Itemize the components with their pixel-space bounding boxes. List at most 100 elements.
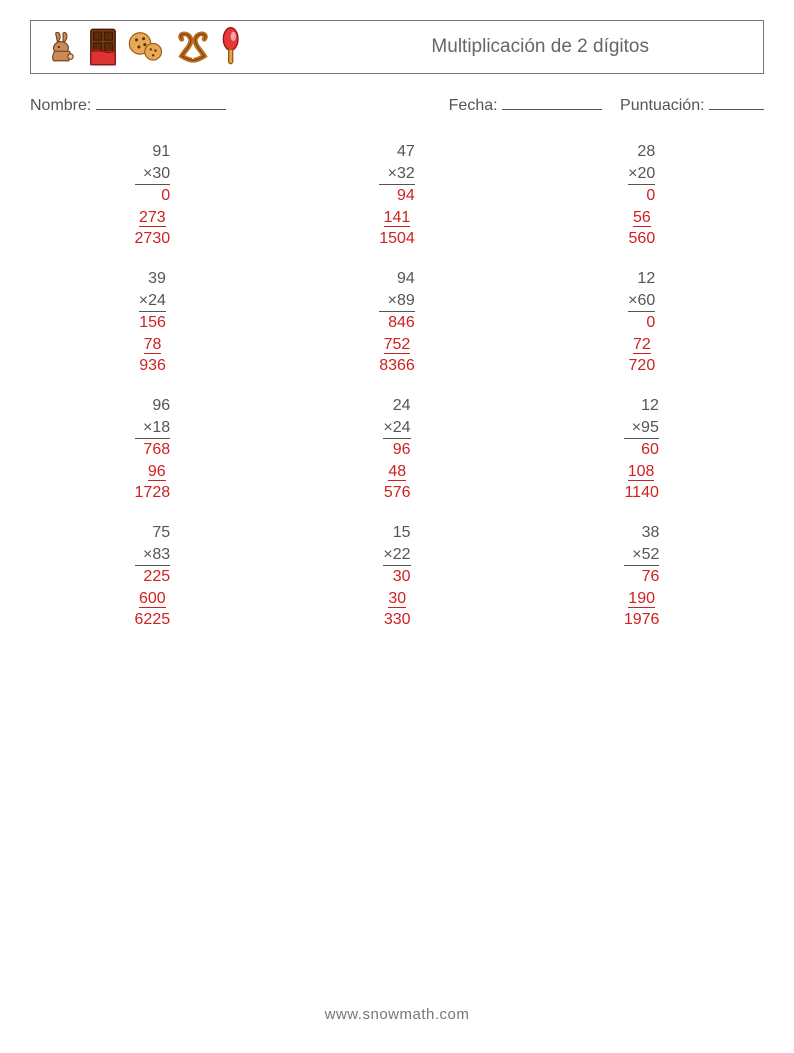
date-label: Fecha: xyxy=(449,97,498,114)
footer-url: www.snowmath.com xyxy=(325,1006,470,1023)
partial-product-1: 768 xyxy=(135,438,171,461)
name-label: Nombre: xyxy=(30,97,91,114)
product: 330 xyxy=(383,609,410,631)
product: 1976 xyxy=(624,609,660,631)
problem-stack: 94 ×89 846752 8366 xyxy=(379,268,415,377)
multiplicand: 12 xyxy=(628,268,655,290)
partial-product-2: 56 xyxy=(628,207,655,229)
partial-product-1: 94 xyxy=(379,184,415,207)
problem: 15×22 3030 330 xyxy=(275,522,520,631)
problem: 38 ×52 76190 1976 xyxy=(519,522,764,631)
problem: 47 ×32 94141 1504 xyxy=(275,141,520,250)
problem-stack: 91 ×30 0273 2730 xyxy=(135,141,171,250)
multiplier: ×83 xyxy=(135,544,171,566)
partial-product-1: 0 xyxy=(628,311,655,334)
problem: 24×24 9648 576 xyxy=(275,395,520,504)
partial-product-1: 30 xyxy=(383,565,410,588)
problem-stack: 12 ×95 60108 1140 xyxy=(624,395,658,504)
multiplier: ×32 xyxy=(379,163,415,185)
multiplicand: 12 xyxy=(624,395,658,417)
date-blank[interactable] xyxy=(502,96,602,110)
name-blank[interactable] xyxy=(96,96,226,110)
multiplier: ×30 xyxy=(135,163,171,185)
partial-product-2: 30 xyxy=(383,588,410,610)
cookies-icon xyxy=(127,30,165,64)
product: 576 xyxy=(383,482,410,504)
score-field: Puntuación: xyxy=(620,96,764,115)
partial-product-2: 273 xyxy=(135,207,171,229)
score-blank[interactable] xyxy=(709,96,764,110)
name-field: Nombre: xyxy=(30,96,226,115)
multiplier: ×24 xyxy=(383,417,410,439)
partial-product-1: 225 xyxy=(135,565,171,588)
problem: 12 ×95 60108 1140 xyxy=(519,395,764,504)
partial-product-2: 190 xyxy=(624,588,660,610)
multiplicand: 94 xyxy=(379,268,415,290)
partial-product-1: 156 xyxy=(139,311,166,334)
problem-stack: 75 ×83 225600 6225 xyxy=(135,522,171,631)
problem-stack: 12×60 072 720 xyxy=(628,268,655,377)
bunny-icon xyxy=(45,30,79,64)
partial-product-1: 0 xyxy=(628,184,655,207)
problem-stack: 38 ×52 76190 1976 xyxy=(624,522,660,631)
multiplier: ×89 xyxy=(379,290,415,312)
footer: www.snowmath.com xyxy=(0,1006,794,1023)
product: 6225 xyxy=(135,609,171,631)
header-box: Multiplicación de 2 dígitos xyxy=(30,20,764,74)
product: 1140 xyxy=(624,482,658,504)
multiplicand: 15 xyxy=(383,522,410,544)
partial-product-2: 48 xyxy=(383,461,410,483)
multiplicand: 39 xyxy=(139,268,166,290)
chocolate-icon xyxy=(89,28,117,66)
multiplicand: 38 xyxy=(624,522,660,544)
worksheet-title: Multiplicación de 2 dígitos xyxy=(431,36,649,58)
multiplicand: 24 xyxy=(383,395,410,417)
info-row: Nombre: Fecha: Puntuación: xyxy=(30,96,764,115)
problem: 28×20 056 560 xyxy=(519,141,764,250)
header-icons xyxy=(45,27,243,67)
multiplier: ×95 xyxy=(624,417,658,439)
problem-stack: 15×22 3030 330 xyxy=(383,522,410,631)
partial-product-1: 96 xyxy=(383,438,410,461)
product: 560 xyxy=(628,228,655,250)
partial-product-2: 96 xyxy=(135,461,171,483)
multiplier: ×22 xyxy=(383,544,410,566)
product: 1728 xyxy=(135,482,171,504)
multiplier: ×20 xyxy=(628,163,655,185)
popsicle-icon xyxy=(221,27,243,67)
multiplicand: 75 xyxy=(135,522,171,544)
problem: 96 ×18 768 96 1728 xyxy=(30,395,275,504)
problem: 39×2415678 936 xyxy=(30,268,275,377)
multiplicand: 91 xyxy=(135,141,171,163)
partial-product-2: 600 xyxy=(135,588,171,610)
multiplicand: 96 xyxy=(135,395,171,417)
multiplicand: 28 xyxy=(628,141,655,163)
worksheet-page: Multiplicación de 2 dígitos Nombre: Fech… xyxy=(0,0,794,631)
product: 936 xyxy=(139,355,166,377)
partial-product-1: 0 xyxy=(135,184,171,207)
score-label: Puntuación: xyxy=(620,97,705,114)
partial-product-2: 108 xyxy=(624,461,658,483)
multiplier: ×52 xyxy=(624,544,660,566)
multiplier: ×18 xyxy=(135,417,171,439)
multiplier: ×60 xyxy=(628,290,655,312)
date-field: Fecha: xyxy=(449,96,602,115)
multiplicand: 47 xyxy=(379,141,415,163)
partial-product-2: 141 xyxy=(379,207,415,229)
problem-stack: 96 ×18 768 96 1728 xyxy=(135,395,171,504)
partial-product-1: 60 xyxy=(624,438,658,461)
partial-product-1: 846 xyxy=(379,311,415,334)
problem-stack: 39×2415678 936 xyxy=(139,268,166,377)
problem-stack: 24×24 9648 576 xyxy=(383,395,410,504)
product: 720 xyxy=(628,355,655,377)
product: 8366 xyxy=(379,355,415,377)
problems-grid: 91 ×30 0273 2730 47 ×32 94141 1504 28×20… xyxy=(30,141,764,631)
partial-product-1: 76 xyxy=(624,565,660,588)
product: 1504 xyxy=(379,228,415,250)
product: 2730 xyxy=(135,228,171,250)
problem: 75 ×83 225600 6225 xyxy=(30,522,275,631)
pretzel-icon xyxy=(175,30,211,64)
partial-product-2: 78 xyxy=(139,334,166,356)
partial-product-2: 752 xyxy=(379,334,415,356)
problem: 91 ×30 0273 2730 xyxy=(30,141,275,250)
